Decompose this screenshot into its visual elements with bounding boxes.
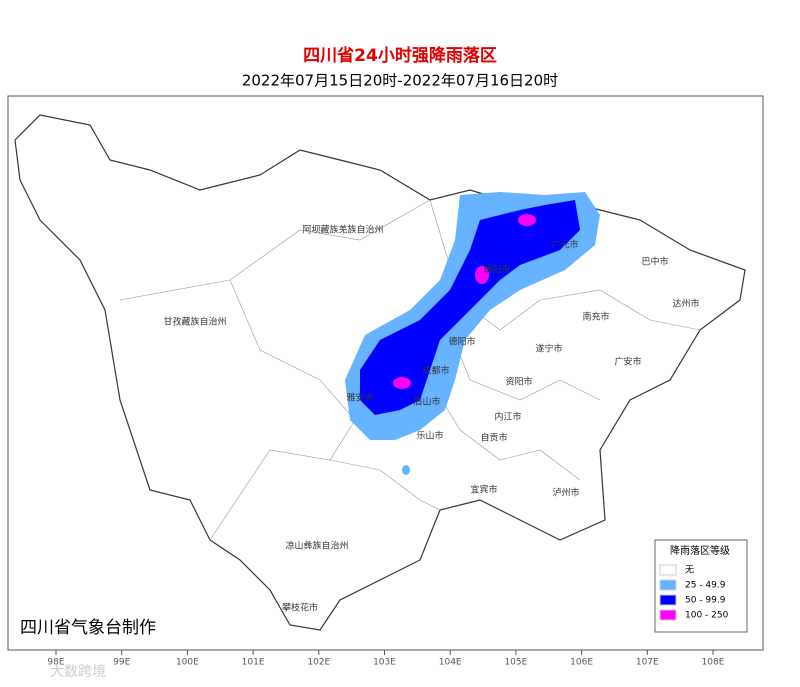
lon-label: 103E	[373, 658, 396, 668]
legend-label: 25 - 49.9	[685, 581, 726, 591]
rain-100	[518, 214, 536, 226]
place-label: 达州市	[672, 298, 699, 310]
place-label: 资阳市	[505, 376, 532, 388]
lon-label: 102E	[307, 658, 330, 668]
place-label: 自贡市	[480, 432, 507, 444]
place-label: 南充市	[582, 311, 609, 323]
title: 四川省24小时强降雨落区	[303, 45, 497, 66]
place-label: 乐山市	[416, 430, 443, 442]
place-label: 成都市	[422, 365, 449, 377]
place-label: 甘孜藏族自治州	[163, 316, 226, 328]
place-label: 泸州市	[552, 487, 579, 499]
lon-label: 106E	[570, 658, 593, 668]
subtitle: 2022年07月15日20时-2022年07月16日20时	[242, 72, 558, 90]
place-label: 攀枝花市	[282, 602, 318, 614]
legend-swatch	[659, 594, 677, 606]
rain-100	[475, 266, 489, 284]
rain-100	[393, 377, 411, 389]
legend-label: 100 - 250	[685, 611, 729, 621]
watermark: 大数跨境	[50, 664, 106, 680]
legend-label: 50 - 99.9	[685, 596, 726, 606]
lon-label: 108E	[702, 658, 725, 668]
legend-swatch	[659, 609, 677, 621]
place-label: 遂宁市	[535, 343, 562, 355]
place-label: 内江市	[494, 411, 521, 423]
rain-25	[402, 465, 410, 475]
place-label: 绵阳市	[483, 264, 510, 276]
lon-label: 100E	[176, 658, 199, 668]
place-label: 广元市	[551, 239, 578, 251]
place-label: 德阳市	[448, 336, 475, 348]
lon-label: 104E	[439, 658, 462, 668]
legend-swatch	[659, 579, 677, 591]
place-label: 雅安市	[346, 392, 373, 404]
legend-swatch	[659, 564, 677, 576]
place-label: 凉山彝族自治州	[285, 540, 348, 552]
lon-label: 98E	[47, 658, 64, 668]
lon-label: 105E	[504, 658, 527, 668]
place-label: 广安市	[614, 356, 641, 368]
legend-title: 降雨落区等级	[670, 544, 730, 557]
lon-label: 107E	[636, 658, 659, 668]
rain-50	[360, 200, 580, 415]
lon-label: 99E	[113, 658, 130, 668]
place-label: 宜宾市	[470, 484, 497, 496]
place-label: 巴中市	[641, 256, 668, 268]
legend-label: 无	[685, 565, 694, 576]
place-label: 阿坝藏族羌族自治州	[302, 224, 383, 236]
lon-label: 101E	[242, 658, 265, 668]
place-label: 眉山市	[413, 396, 440, 408]
producer: 四川省气象台制作	[20, 618, 156, 638]
